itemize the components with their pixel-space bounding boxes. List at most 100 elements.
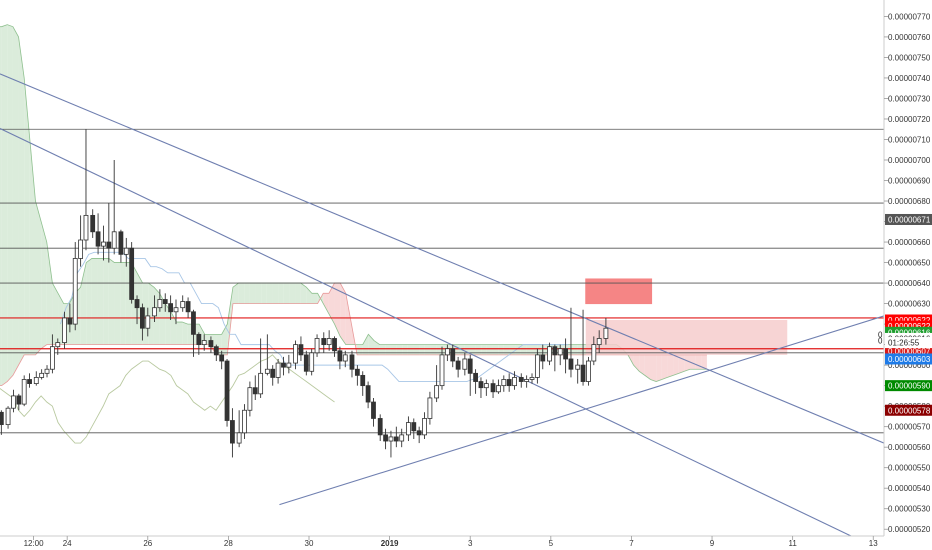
trendline[interactable] (279, 315, 884, 506)
candle[interactable] (191, 309, 196, 357)
candle[interactable] (27, 373, 32, 388)
candle[interactable] (21, 375, 27, 407)
candle[interactable] (427, 391, 433, 425)
candle[interactable] (388, 430, 394, 458)
candle[interactable] (270, 365, 276, 386)
candle[interactable] (518, 373, 524, 388)
candle[interactable] (242, 404, 247, 439)
candle[interactable] (293, 340, 298, 370)
candle[interactable] (49, 334, 55, 374)
candle[interactable] (383, 428, 388, 450)
candle[interactable] (337, 346, 343, 370)
candle[interactable] (33, 371, 39, 386)
candle[interactable] (326, 330, 332, 351)
candle[interactable] (72, 242, 78, 331)
candle[interactable] (399, 428, 405, 448)
candle[interactable] (434, 365, 440, 403)
candle[interactable] (145, 307, 151, 337)
candle[interactable] (450, 344, 456, 368)
candle[interactable] (444, 344, 450, 362)
candle[interactable] (455, 356, 461, 378)
candle[interactable] (5, 406, 11, 429)
candle[interactable] (213, 344, 219, 362)
candle[interactable] (44, 365, 50, 378)
trendline[interactable] (0, 73, 884, 444)
candle[interactable] (0, 410, 4, 435)
candle[interactable] (111, 160, 117, 255)
candle[interactable] (354, 365, 360, 386)
candle[interactable] (224, 358, 230, 427)
candle[interactable] (281, 356, 286, 376)
candle[interactable] (314, 334, 320, 357)
candle[interactable] (11, 389, 16, 413)
candle[interactable] (439, 346, 445, 390)
candle[interactable] (67, 303, 73, 333)
candle[interactable] (580, 309, 586, 386)
candle[interactable] (118, 229, 124, 263)
candle[interactable] (360, 371, 366, 396)
candle[interactable] (152, 295, 157, 323)
candle[interactable] (90, 209, 96, 238)
candle[interactable] (596, 330, 602, 353)
candle[interactable] (377, 414, 383, 442)
candle[interactable] (416, 426, 422, 444)
candle[interactable] (180, 295, 186, 312)
candle[interactable] (219, 350, 225, 370)
candle[interactable] (591, 336, 597, 366)
candle[interactable] (422, 412, 427, 439)
candle[interactable] (501, 375, 507, 392)
candle[interactable] (134, 295, 140, 325)
candle[interactable] (129, 242, 135, 304)
candle[interactable] (101, 225, 106, 261)
candle[interactable] (547, 342, 552, 366)
candle[interactable] (371, 397, 376, 427)
candle[interactable] (16, 393, 22, 411)
candle[interactable] (309, 348, 315, 376)
candle[interactable] (123, 237, 129, 267)
candle[interactable] (406, 416, 411, 442)
candle[interactable] (342, 350, 348, 368)
candle[interactable] (603, 317, 609, 345)
candle[interactable] (496, 379, 501, 394)
candle[interactable] (303, 350, 309, 376)
candle[interactable] (575, 358, 581, 384)
candle[interactable] (162, 293, 168, 312)
candle[interactable] (473, 369, 478, 394)
candle[interactable] (568, 307, 574, 378)
candle[interactable] (185, 297, 191, 318)
candle[interactable] (490, 379, 496, 398)
candle[interactable] (258, 338, 264, 398)
candle[interactable] (286, 354, 292, 374)
candle[interactable] (252, 375, 258, 400)
time-axis[interactable]: 12:00 24 26 28 30 2019 3 5 7 9 11 13 (24, 536, 879, 548)
candle[interactable] (483, 379, 489, 396)
candle[interactable] (467, 354, 473, 396)
trendline[interactable] (0, 127, 884, 550)
candle[interactable] (478, 377, 484, 398)
candle[interactable] (95, 213, 101, 255)
candle[interactable] (196, 332, 202, 355)
candle[interactable] (168, 295, 174, 320)
candle[interactable] (321, 332, 327, 353)
candle[interactable] (524, 375, 530, 388)
candle[interactable] (247, 381, 253, 417)
candle[interactable] (540, 344, 546, 370)
candle[interactable] (236, 410, 242, 448)
candle[interactable] (106, 203, 112, 263)
candle[interactable] (512, 371, 517, 390)
candle[interactable] (157, 289, 163, 312)
candle[interactable] (552, 344, 558, 372)
candle[interactable] (332, 336, 337, 357)
candle[interactable] (365, 381, 371, 409)
candle[interactable] (264, 334, 270, 376)
candle[interactable] (557, 344, 563, 366)
candle[interactable] (55, 338, 61, 355)
candle[interactable] (62, 311, 67, 349)
candle[interactable] (230, 408, 235, 458)
candle[interactable] (83, 129, 89, 251)
candle[interactable] (529, 373, 535, 384)
candle[interactable] (349, 350, 355, 378)
candle[interactable] (393, 426, 399, 448)
candle[interactable] (563, 338, 568, 374)
